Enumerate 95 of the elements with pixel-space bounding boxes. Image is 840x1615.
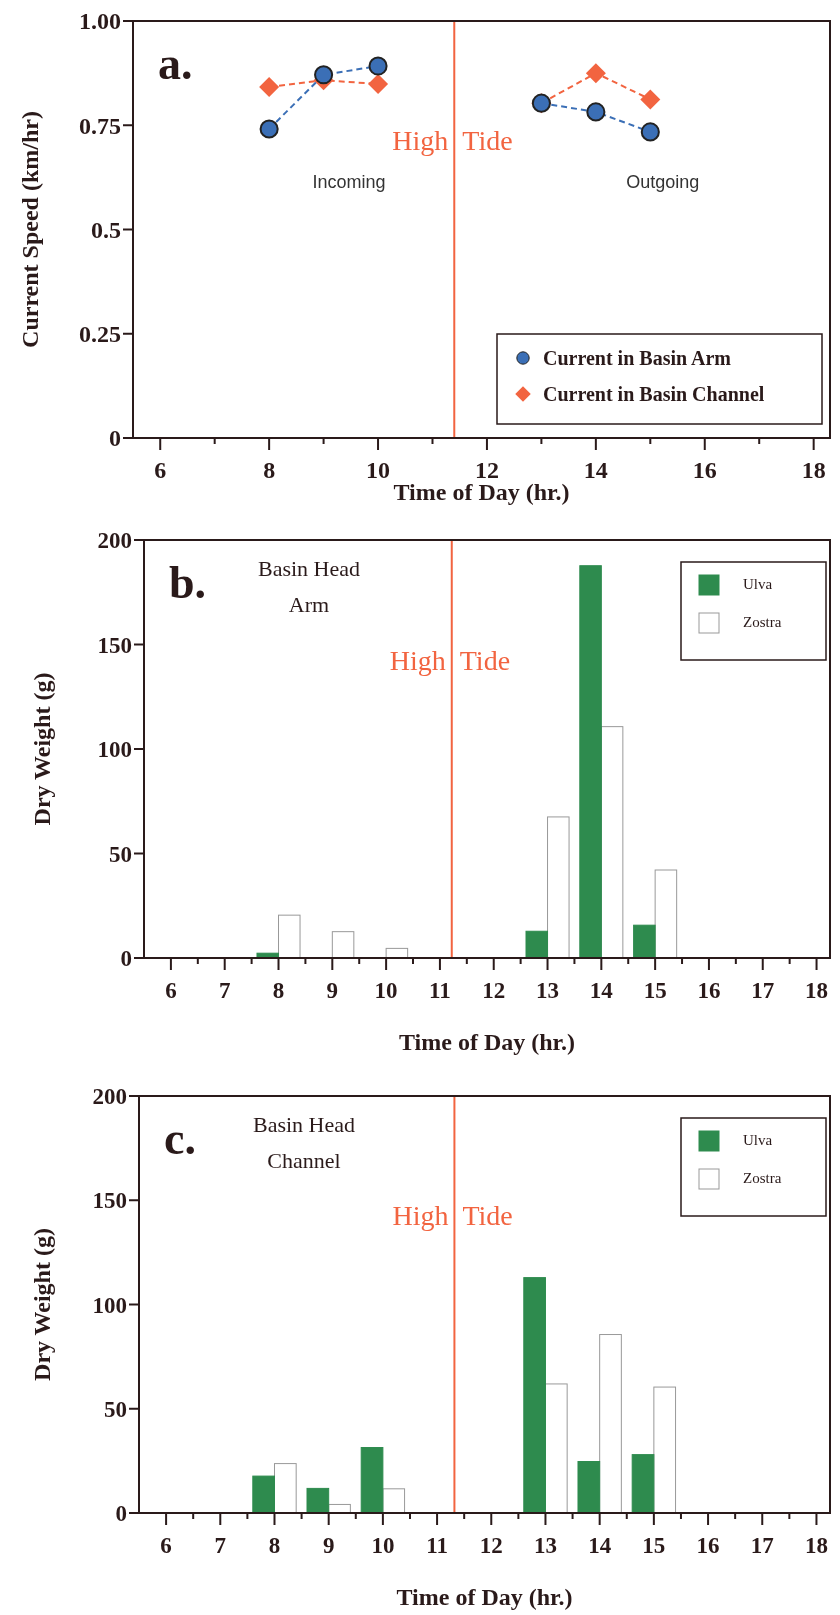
legend-label: Current in Basin Channel — [543, 383, 765, 405]
x-tick-label: 10 — [366, 457, 391, 483]
y-tick-label: 50 — [109, 841, 132, 867]
x-tick-label: 14 — [588, 1533, 612, 1558]
y-tick-label: 0.25 — [79, 321, 121, 348]
x-tick-label: 6 — [154, 457, 167, 483]
x-tick-label: 14 — [583, 457, 608, 483]
x-tick-label: 6 — [165, 978, 177, 1003]
legend-label: Zostra — [743, 1170, 782, 1187]
x-axis-title: Time of Day (hr.) — [399, 1029, 575, 1055]
x-tick-label: 12 — [479, 1533, 503, 1558]
point — [259, 119, 279, 139]
x-tick-label: 18 — [804, 1533, 828, 1558]
y-axis-title: Dry Weight (g) — [29, 1228, 55, 1381]
point — [585, 63, 606, 84]
annotation: c. — [164, 1113, 196, 1164]
bar — [360, 1447, 384, 1514]
bar — [278, 914, 301, 959]
bar — [544, 1383, 568, 1514]
x-tick-label: 10 — [374, 978, 398, 1003]
y-tick-label: 150 — [92, 1188, 127, 1214]
x-tick-label: 18 — [805, 978, 829, 1003]
x-tick-label: 11 — [426, 1533, 448, 1558]
y-tick-label: 0 — [120, 946, 132, 972]
point — [640, 89, 661, 110]
bar — [633, 924, 656, 959]
x-tick-label: 8 — [268, 1533, 281, 1558]
bar — [273, 1463, 297, 1514]
x-tick-label: 13 — [533, 1533, 557, 1558]
x-tick-label: 9 — [322, 1533, 335, 1558]
ref-line-label: High Tide — [392, 1200, 513, 1232]
x-tick-label: 15 — [643, 978, 667, 1003]
y-tick-label: 0.75 — [79, 112, 121, 139]
point — [314, 65, 334, 85]
bar — [600, 726, 624, 959]
y-tick-label: 0 — [109, 425, 121, 452]
x-tick-label: 14 — [589, 978, 614, 1003]
bar — [252, 1475, 275, 1514]
annotation: a. — [158, 38, 193, 89]
bar — [654, 869, 678, 959]
bar — [599, 1334, 622, 1514]
bar — [579, 565, 602, 959]
ref-line-label: High Tide — [392, 125, 513, 157]
y-tick-label: 200 — [92, 1084, 127, 1110]
x-tick-label: 13 — [536, 978, 560, 1003]
x-tick-label: 17 — [750, 1533, 774, 1558]
x-tick-label: 18 — [801, 457, 826, 483]
x-tick-label: 7 — [218, 978, 231, 1003]
y-tick-label: 0.5 — [91, 216, 121, 243]
point — [259, 76, 280, 97]
legend-label: Ulva — [743, 576, 773, 593]
legend-label: Ulva — [743, 1132, 773, 1149]
y-tick-label: 200 — [97, 528, 132, 554]
bar — [547, 816, 570, 959]
x-tick-label: 8 — [272, 978, 285, 1003]
point — [368, 73, 389, 94]
bar — [653, 1386, 677, 1514]
y-axis-title: Current Speed (km/hr) — [17, 111, 43, 348]
x-tick-label: 16 — [696, 1533, 720, 1558]
bar — [306, 1487, 330, 1514]
annotation: b. — [169, 557, 207, 608]
x-tick-label: 9 — [326, 978, 339, 1003]
annotation: Outgoing — [626, 171, 700, 192]
x-tick-label: 16 — [697, 978, 721, 1003]
annotation: Basin Head Channel — [252, 1112, 356, 1173]
x-tick-label: 12 — [482, 978, 506, 1003]
y-tick-label: 100 — [92, 1292, 127, 1318]
annotation: Incoming — [312, 171, 386, 192]
bar — [525, 930, 549, 959]
x-axis-title: Time of Day (hr.) — [396, 1584, 573, 1610]
x-tick-label: 16 — [692, 457, 717, 483]
point — [640, 122, 660, 142]
x-tick-label: 10 — [371, 1533, 395, 1558]
point — [368, 56, 388, 76]
x-tick-label: 6 — [160, 1533, 172, 1558]
y-tick-label: 150 — [97, 632, 132, 658]
legend-label: Current in Basin Arm — [543, 347, 732, 369]
legend-label: Zostra — [743, 614, 782, 631]
x-tick-label: 8 — [263, 457, 276, 483]
y-tick-label: 0 — [115, 1501, 127, 1527]
x-tick-label: 17 — [751, 978, 775, 1003]
bar — [577, 1461, 601, 1514]
y-tick-label: 50 — [104, 1396, 127, 1422]
bar — [331, 931, 355, 959]
y-tick-label: 1.00 — [79, 8, 121, 35]
bar — [631, 1454, 655, 1514]
ref-line-label: High Tide — [389, 644, 511, 676]
x-tick-label: 15 — [642, 1533, 666, 1558]
y-tick-label: 100 — [97, 737, 132, 763]
annotation: Basin Head Arm — [257, 556, 361, 617]
x-tick-label: 11 — [429, 978, 451, 1003]
bar — [523, 1277, 546, 1514]
point — [586, 102, 606, 122]
y-axis-title: Dry Weight (g) — [29, 672, 55, 826]
x-tick-label: 7 — [214, 1533, 227, 1558]
